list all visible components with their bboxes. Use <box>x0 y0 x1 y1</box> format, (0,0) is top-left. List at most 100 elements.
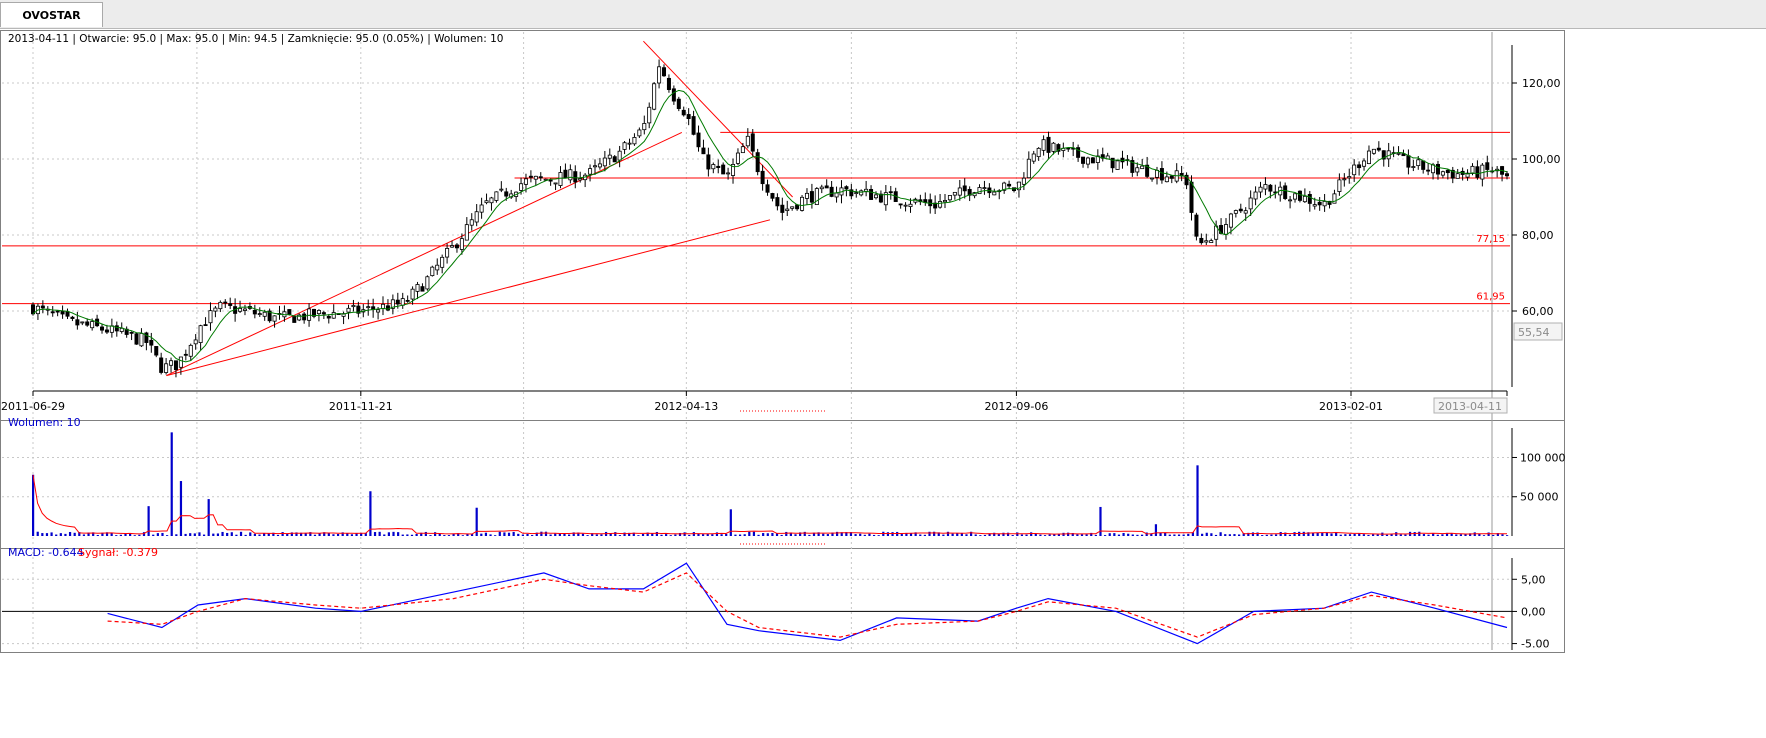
volume-bar <box>443 535 446 536</box>
volume-bar <box>119 534 122 536</box>
volume-bar <box>1025 534 1028 536</box>
candle-body <box>1041 139 1046 151</box>
candle-body <box>523 178 528 185</box>
volume-bar <box>1168 534 1171 536</box>
volume-bar <box>618 535 622 536</box>
volume-bar <box>900 534 903 536</box>
volume-bar <box>517 533 520 536</box>
candle-body <box>632 137 637 145</box>
volume-bar <box>983 534 987 536</box>
candle-body <box>405 299 410 302</box>
volume-bar <box>147 506 150 536</box>
candle-body <box>40 305 45 309</box>
volume-bar <box>1302 531 1305 536</box>
volume-bar <box>854 534 857 536</box>
volume-bar <box>50 532 53 536</box>
candle-body <box>267 310 272 322</box>
candle-body <box>1169 175 1174 179</box>
volume-bar <box>872 534 876 536</box>
candle-body <box>1283 185 1288 199</box>
candle-body <box>307 308 312 321</box>
tab-ovostar[interactable]: OVOSTAR <box>0 2 103 27</box>
candle-body <box>1357 164 1362 169</box>
candle-body <box>238 308 243 312</box>
volume-bar <box>202 534 206 536</box>
volume-bar <box>1164 532 1167 536</box>
candle-body <box>351 305 356 308</box>
candle-body <box>1470 165 1475 174</box>
volume-bar <box>775 533 779 536</box>
volume-bar <box>655 531 658 536</box>
tab-bar: OVOSTAR <box>0 0 1766 29</box>
volume-bar <box>702 534 705 536</box>
volume-bar <box>1469 533 1472 536</box>
volume-bar <box>263 533 266 536</box>
volume-bar <box>960 532 963 536</box>
volume-bar <box>586 535 589 536</box>
candle-body <box>292 316 297 323</box>
volume-bar <box>808 534 811 536</box>
candle-body <box>252 309 257 315</box>
volume-bar <box>1182 534 1185 536</box>
volume-bar <box>1367 534 1370 536</box>
volume-bar <box>1321 532 1324 536</box>
candle-body <box>1150 177 1155 180</box>
candle-body <box>809 191 814 203</box>
candle-body <box>844 186 849 190</box>
x-tick-label: 2011-06-29 <box>1 400 65 413</box>
candle-body <box>933 202 938 209</box>
candle-body <box>662 67 667 77</box>
volume-bar <box>1496 533 1499 536</box>
volume-bar <box>1390 533 1393 536</box>
volume-bar <box>1353 533 1356 536</box>
candle-body <box>1253 191 1258 200</box>
candle-body <box>114 325 119 332</box>
volume-bar <box>410 534 414 536</box>
candle-body <box>415 284 420 292</box>
price-y-tick-label: 80,00 <box>1522 229 1554 242</box>
candle-body <box>706 154 711 170</box>
volume-bar <box>68 532 72 536</box>
volume-bar <box>332 534 335 536</box>
volume-bar <box>1043 535 1047 536</box>
price-y-tick-label: 120,00 <box>1522 77 1561 90</box>
candle-body <box>223 301 228 304</box>
volume-bar <box>988 533 991 536</box>
level-label-77-15: 77,15 <box>1476 234 1505 245</box>
candle-body <box>302 313 307 321</box>
volume-bar <box>1247 532 1250 536</box>
volume-bar <box>720 534 723 536</box>
volume-bar <box>447 535 451 536</box>
volume-bar <box>752 531 756 536</box>
volume-bar <box>189 533 192 536</box>
volume-bar <box>1140 534 1144 536</box>
macd-y-tick-label: 5,00 <box>1521 573 1546 586</box>
volume-bar <box>207 499 210 536</box>
candle-body <box>982 187 987 190</box>
candle-body <box>154 346 159 356</box>
volume-bar <box>1159 532 1162 536</box>
volume-bar <box>1177 534 1181 536</box>
volume-bar <box>951 533 954 536</box>
volume-bar <box>1173 534 1176 536</box>
volume-bar <box>466 533 469 536</box>
volume-bar <box>794 534 797 536</box>
volume-bar <box>1482 535 1486 536</box>
candle-body <box>208 310 213 324</box>
volume-bar <box>1214 534 1218 536</box>
volume-bar <box>360 533 363 536</box>
volume-bar <box>323 532 326 536</box>
candle-body <box>376 309 381 313</box>
volume-bar <box>424 531 427 536</box>
candle-body <box>1130 160 1135 173</box>
volume-bar <box>1492 534 1495 536</box>
candle-body <box>795 204 800 210</box>
candle-body <box>183 353 188 356</box>
candle-body <box>410 288 415 300</box>
candle-body <box>563 169 568 179</box>
candle-body <box>908 203 913 208</box>
chart-area[interactable]: 61,95 77,15 120,00 100,00 80,00 60,00 55,54 10… <box>0 30 1766 736</box>
volume-bar <box>36 531 39 536</box>
candle-body <box>1435 163 1440 175</box>
candle-body <box>528 175 533 178</box>
